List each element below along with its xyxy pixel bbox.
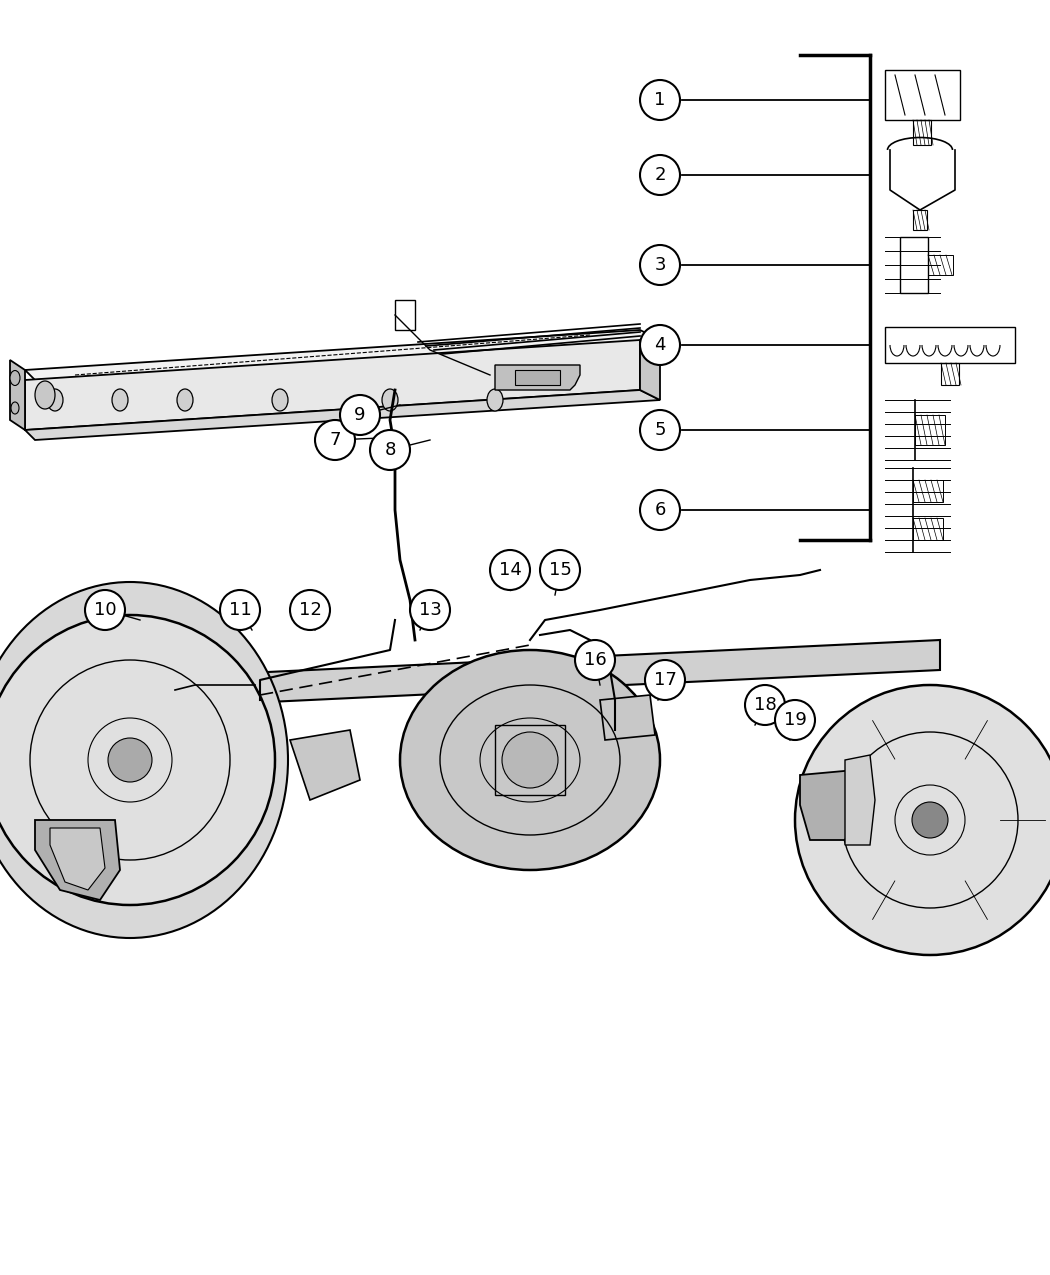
Circle shape (795, 685, 1050, 955)
Bar (514, 370, 560, 385)
Circle shape (540, 550, 580, 590)
Circle shape (640, 80, 680, 120)
Circle shape (640, 490, 680, 530)
Polygon shape (800, 770, 860, 840)
Bar (914, 479, 943, 502)
Bar (915, 414, 945, 445)
Ellipse shape (10, 371, 20, 385)
Polygon shape (495, 365, 580, 390)
Polygon shape (640, 330, 660, 400)
Bar (914, 518, 943, 541)
Circle shape (645, 660, 685, 700)
Circle shape (640, 411, 680, 450)
Ellipse shape (487, 389, 503, 411)
Polygon shape (845, 755, 875, 845)
Text: 4: 4 (654, 337, 666, 354)
Text: 1: 1 (654, 91, 666, 108)
Ellipse shape (382, 389, 398, 411)
Polygon shape (35, 820, 120, 900)
Text: 9: 9 (354, 405, 365, 425)
Text: 15: 15 (548, 561, 571, 579)
Text: 7: 7 (330, 431, 341, 449)
Ellipse shape (10, 402, 19, 414)
Circle shape (108, 738, 152, 782)
Ellipse shape (177, 389, 193, 411)
Circle shape (912, 802, 948, 838)
Circle shape (490, 550, 530, 590)
Text: 16: 16 (584, 652, 607, 669)
Circle shape (0, 615, 275, 905)
Text: 14: 14 (499, 561, 522, 579)
Text: 19: 19 (783, 711, 806, 729)
Text: 11: 11 (229, 601, 251, 618)
Text: 8: 8 (384, 441, 396, 459)
Circle shape (340, 395, 380, 435)
Polygon shape (600, 695, 655, 739)
Circle shape (640, 156, 680, 195)
Polygon shape (25, 330, 660, 380)
Text: 2: 2 (654, 166, 666, 184)
Ellipse shape (272, 389, 288, 411)
Circle shape (315, 419, 355, 460)
Circle shape (502, 732, 558, 788)
Bar (941, 363, 959, 385)
Circle shape (640, 325, 680, 365)
Bar (900, 237, 928, 293)
Bar (914, 120, 931, 145)
Polygon shape (25, 390, 660, 440)
Text: 13: 13 (419, 601, 441, 618)
Circle shape (410, 590, 450, 630)
Circle shape (290, 590, 330, 630)
Text: 3: 3 (654, 256, 666, 274)
Ellipse shape (0, 581, 288, 938)
Text: 6: 6 (654, 501, 666, 519)
Text: 12: 12 (298, 601, 321, 618)
Polygon shape (290, 731, 360, 799)
Polygon shape (50, 827, 105, 890)
Text: 10: 10 (93, 601, 117, 618)
Bar (395, 300, 415, 330)
Ellipse shape (400, 650, 660, 870)
Text: 17: 17 (653, 671, 676, 688)
Text: 5: 5 (654, 421, 666, 439)
Circle shape (775, 700, 815, 739)
Polygon shape (10, 360, 25, 430)
Circle shape (220, 590, 260, 630)
Polygon shape (25, 340, 640, 430)
Circle shape (746, 685, 785, 725)
Circle shape (370, 430, 410, 470)
Ellipse shape (35, 381, 55, 409)
Bar (495, 725, 565, 796)
Bar (885, 70, 960, 120)
Polygon shape (100, 640, 940, 710)
Circle shape (85, 590, 125, 630)
Text: 18: 18 (754, 696, 776, 714)
Bar (914, 210, 927, 229)
Circle shape (575, 640, 615, 680)
Circle shape (640, 245, 680, 286)
Bar (885, 326, 1015, 363)
Bar (928, 255, 953, 275)
Ellipse shape (47, 389, 63, 411)
Ellipse shape (112, 389, 128, 411)
